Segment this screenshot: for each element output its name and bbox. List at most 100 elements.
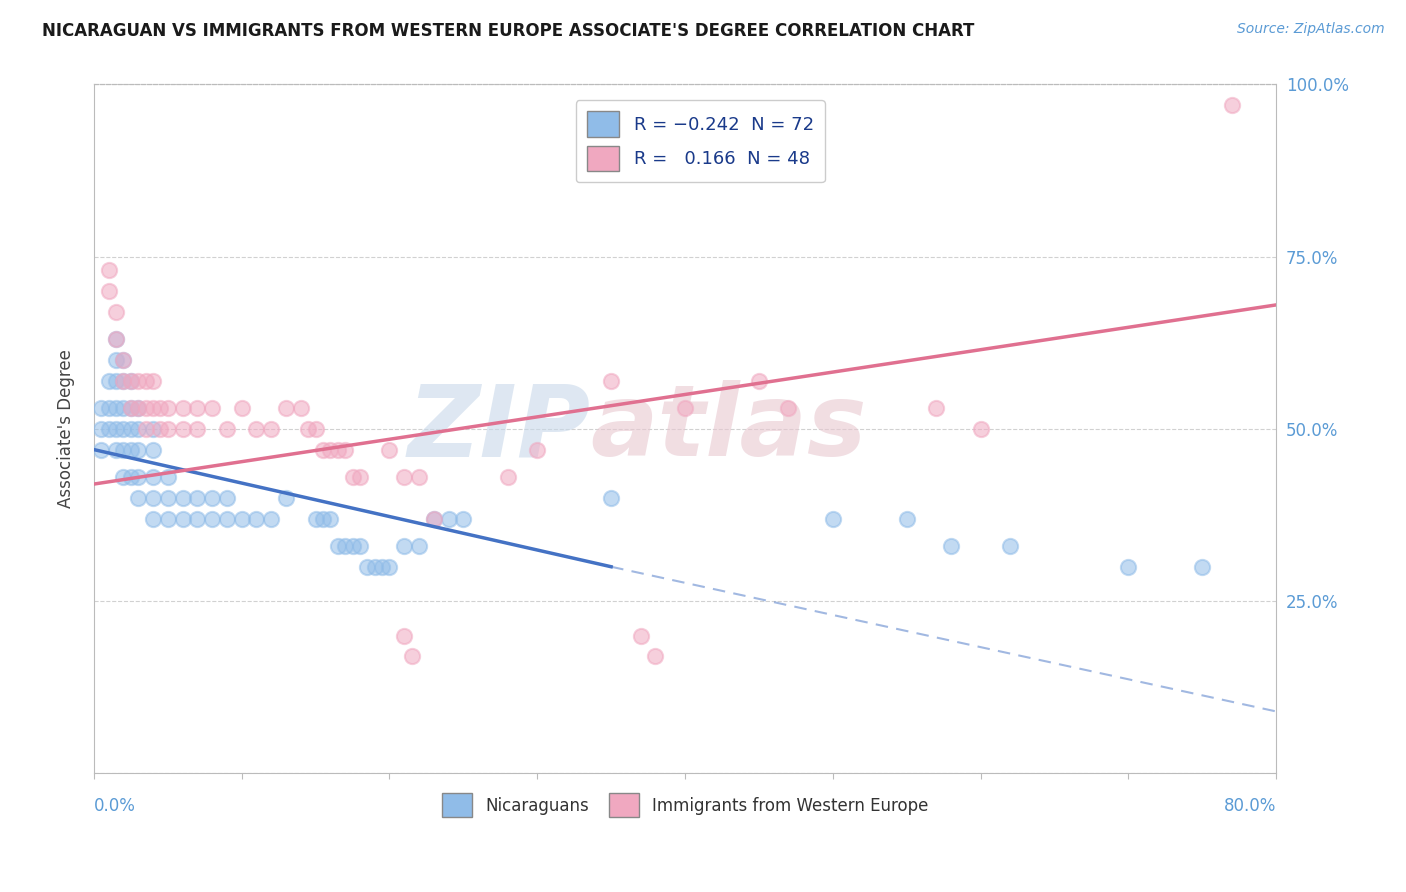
Point (149, 422, 172, 436)
Point (371, 559, 394, 574)
Point (969, 422, 991, 436)
Point (274, 491, 297, 505)
Point (112, 401, 135, 416)
Point (105, 442, 128, 457)
Point (437, 511, 460, 525)
Point (105, 422, 128, 436)
Point (97, 422, 120, 436)
Point (342, 470, 364, 484)
Point (105, 305, 128, 319)
Point (105, 332, 128, 346)
Point (526, 442, 548, 457)
Point (630, 629, 652, 643)
Point (142, 401, 165, 416)
Point (120, 422, 142, 436)
Text: Source: ZipAtlas.com: Source: ZipAtlas.com (1237, 22, 1385, 37)
Text: ZIP: ZIP (408, 380, 591, 477)
Point (201, 511, 224, 525)
Point (135, 401, 157, 416)
Point (896, 511, 918, 525)
Point (201, 491, 224, 505)
Text: 0.0%: 0.0% (94, 797, 136, 815)
Point (120, 401, 142, 416)
Point (127, 374, 149, 388)
Point (319, 442, 342, 457)
Point (120, 442, 142, 457)
Point (127, 422, 149, 436)
Point (378, 559, 401, 574)
Point (644, 649, 666, 664)
Point (156, 491, 179, 505)
Point (215, 511, 238, 525)
Point (156, 470, 179, 484)
Point (297, 422, 319, 436)
Point (342, 539, 364, 553)
Point (1191, 559, 1213, 574)
Point (186, 422, 208, 436)
Point (394, 539, 416, 553)
Point (112, 374, 135, 388)
Point (363, 559, 385, 574)
Point (127, 442, 149, 457)
Point (304, 422, 326, 436)
Point (105, 374, 128, 388)
Point (312, 442, 335, 457)
Point (319, 511, 342, 525)
Point (142, 470, 165, 484)
Point (600, 491, 623, 505)
Point (778, 401, 800, 416)
Point (127, 470, 149, 484)
Point (97, 401, 120, 416)
Point (423, 511, 446, 525)
Point (423, 511, 446, 525)
Point (215, 491, 238, 505)
Point (939, 539, 962, 553)
Point (408, 470, 430, 484)
Point (97, 284, 120, 298)
Point (112, 422, 135, 436)
Point (156, 511, 179, 525)
Point (821, 511, 844, 525)
Point (120, 374, 142, 388)
Point (142, 442, 165, 457)
Point (112, 353, 135, 368)
Text: 80.0%: 80.0% (1223, 797, 1277, 815)
Point (274, 401, 297, 416)
Point (925, 401, 948, 416)
Point (135, 422, 157, 436)
Point (97, 374, 120, 388)
Text: atlas: atlas (591, 380, 868, 477)
Point (1118, 559, 1140, 574)
Point (201, 401, 224, 416)
Point (112, 374, 135, 388)
Point (998, 539, 1021, 553)
Point (408, 539, 430, 553)
Point (453, 511, 475, 525)
Point (496, 470, 519, 484)
Point (401, 649, 423, 664)
Point (135, 374, 157, 388)
Point (600, 374, 623, 388)
Point (90, 422, 112, 436)
Point (186, 401, 208, 416)
Point (349, 470, 371, 484)
Point (127, 401, 149, 416)
Point (673, 401, 696, 416)
Point (172, 401, 194, 416)
Point (260, 422, 283, 436)
Legend: Nicaraguans, Immigrants from Western Europe: Nicaraguans, Immigrants from Western Eur… (434, 787, 935, 823)
Point (112, 470, 135, 484)
Point (304, 511, 326, 525)
Point (215, 422, 238, 436)
Point (394, 470, 416, 484)
Point (326, 539, 349, 553)
Point (333, 442, 356, 457)
Y-axis label: Associate's Degree: Associate's Degree (58, 350, 75, 508)
Point (120, 470, 142, 484)
Point (127, 401, 149, 416)
Point (149, 401, 172, 416)
Point (1220, 98, 1243, 112)
Point (97, 263, 120, 277)
Point (378, 442, 401, 457)
Point (142, 491, 165, 505)
